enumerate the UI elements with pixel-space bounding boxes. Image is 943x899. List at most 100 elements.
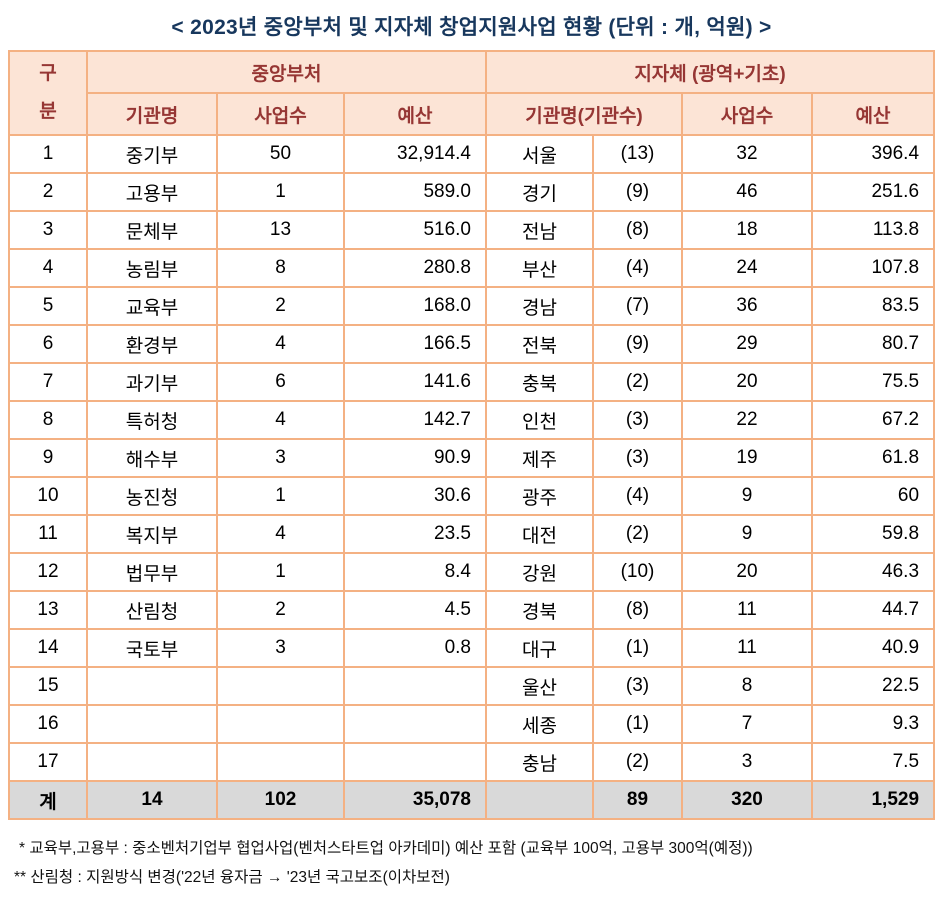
- local-budget: 60: [810, 476, 936, 516]
- central-org-name: 국토부: [85, 628, 218, 668]
- local-budget: 59.8: [810, 514, 936, 554]
- central-project-count: 4: [215, 514, 345, 554]
- local-project-count: 3: [681, 742, 813, 782]
- local-project-count: 19: [681, 438, 813, 478]
- central-project-count: 3: [215, 628, 345, 668]
- central-budget: [342, 704, 488, 744]
- header-local-org-name: 기관명(기관수): [485, 92, 683, 136]
- central-budget: 141.6: [342, 362, 488, 402]
- central-project-count: 102: [215, 780, 345, 820]
- central-budget: 516.0: [342, 210, 488, 250]
- table-row: 7 과기부 6 141.6 충북 (2) 20 75.5: [7, 362, 936, 402]
- central-project-count: 50: [215, 134, 345, 174]
- table-row: 14 국토부 3 0.8 대구 (1) 11 40.9: [7, 628, 936, 668]
- central-org-name: 법무부: [85, 552, 218, 592]
- central-budget: 30.6: [342, 476, 488, 516]
- central-org-name: 14: [85, 780, 218, 820]
- central-org-name: 과기부: [85, 362, 218, 402]
- row-number: 7: [7, 362, 88, 402]
- local-project-count: 9: [681, 476, 813, 516]
- local-org-name: 부산: [485, 248, 594, 288]
- central-project-count: [215, 742, 345, 782]
- central-project-count: 3: [215, 438, 345, 478]
- central-project-count: 1: [215, 476, 345, 516]
- local-org-count: (13): [592, 134, 683, 174]
- row-number: 5: [7, 286, 88, 326]
- local-org-count: (9): [592, 172, 683, 212]
- local-org-name: 제주: [485, 438, 594, 478]
- row-number: 9: [7, 438, 88, 478]
- local-org-count: (2): [592, 742, 683, 782]
- local-org-count: (3): [592, 400, 683, 440]
- central-org-name: 농진청: [85, 476, 218, 516]
- local-budget: 75.5: [810, 362, 936, 402]
- row-number: 4: [7, 248, 88, 288]
- central-org-name: 문체부: [85, 210, 218, 250]
- local-org-name: 광주: [485, 476, 594, 516]
- local-project-count: 11: [681, 590, 813, 630]
- central-budget: 32,914.4: [342, 134, 488, 174]
- row-number: 11: [7, 514, 88, 554]
- table-row: 1 중기부 50 32,914.4 서울 (13) 32 396.4: [7, 134, 936, 174]
- local-org-name: [485, 780, 594, 820]
- table-header: 구 분 중앙부처 지자체 (광역+기초) 기관명 사업수 예산 기관명(기관수)…: [7, 50, 936, 136]
- local-org-name: 전북: [485, 324, 594, 364]
- local-project-count: 29: [681, 324, 813, 364]
- central-budget: 142.7: [342, 400, 488, 440]
- table-row: 2 고용부 1 589.0 경기 (9) 46 251.6: [7, 172, 936, 212]
- central-budget: 0.8: [342, 628, 488, 668]
- table-row: 9 해수부 3 90.9 제주 (3) 19 61.8: [7, 438, 936, 478]
- central-org-name: [85, 742, 218, 782]
- central-org-name: 환경부: [85, 324, 218, 364]
- local-budget: 7.5: [810, 742, 936, 782]
- central-org-name: 고용부: [85, 172, 218, 212]
- table-row: 6 환경부 4 166.5 전북 (9) 29 80.7: [7, 324, 936, 364]
- page-title: < 2023년 중앙부처 및 지자체 창업지원사업 현황 (단위 : 개, 억원…: [171, 16, 772, 39]
- central-org-name: [85, 704, 218, 744]
- local-org-name: 경남: [485, 286, 594, 326]
- local-org-count: 89: [592, 780, 683, 820]
- central-project-count: 6: [215, 362, 345, 402]
- table-row: 8 특허청 4 142.7 인천 (3) 22 67.2: [7, 400, 936, 440]
- local-org-name: 세종: [485, 704, 594, 744]
- header-central-group: 중앙부처: [85, 50, 488, 94]
- central-budget: 166.5: [342, 324, 488, 364]
- table-row: 15 울산 (3) 8 22.5: [7, 666, 936, 706]
- local-budget: 80.7: [810, 324, 936, 364]
- central-budget: [342, 666, 488, 706]
- table-row: 16 세종 (1) 7 9.3: [7, 704, 936, 744]
- local-org-name: 대구: [485, 628, 594, 668]
- row-number: 1: [7, 134, 88, 174]
- table-row: 10 농진청 1 30.6 광주 (4) 9 60: [7, 476, 936, 516]
- header-gubun: 구 분: [7, 50, 88, 136]
- startup-support-table: 구 분 중앙부처 지자체 (광역+기초) 기관명 사업수 예산 기관명(기관수)…: [7, 50, 936, 820]
- central-project-count: 2: [215, 286, 345, 326]
- central-budget: 8.4: [342, 552, 488, 592]
- local-budget: 67.2: [810, 400, 936, 440]
- local-org-count: (1): [592, 704, 683, 744]
- central-budget: 168.0: [342, 286, 488, 326]
- local-org-count: (3): [592, 666, 683, 706]
- central-project-count: 4: [215, 400, 345, 440]
- central-budget: 35,078: [342, 780, 488, 820]
- row-number: 10: [7, 476, 88, 516]
- local-project-count: 320: [681, 780, 813, 820]
- local-project-count: 36: [681, 286, 813, 326]
- table-row: 12 법무부 1 8.4 강원 (10) 20 46.3: [7, 552, 936, 592]
- local-project-count: 11: [681, 628, 813, 668]
- local-org-count: (8): [592, 590, 683, 630]
- row-number: 16: [7, 704, 88, 744]
- local-org-name: 충남: [485, 742, 594, 782]
- total-row: 계 14 102 35,078 89 320 1,529: [7, 780, 936, 820]
- local-project-count: 8: [681, 666, 813, 706]
- central-org-name: 중기부: [85, 134, 218, 174]
- central-project-count: [215, 666, 345, 706]
- local-budget: 251.6: [810, 172, 936, 212]
- local-org-count: (3): [592, 438, 683, 478]
- footnote-1: * 교육부,고용부 : 중소벤처기업부 협업사업(벤처스타트업 아카데미) 예산…: [19, 840, 753, 857]
- table-row: 17 충남 (2) 3 7.5: [7, 742, 936, 782]
- local-org-name: 경기: [485, 172, 594, 212]
- local-budget: 113.8: [810, 210, 936, 250]
- local-org-name: 대전: [485, 514, 594, 554]
- local-org-count: (2): [592, 362, 683, 402]
